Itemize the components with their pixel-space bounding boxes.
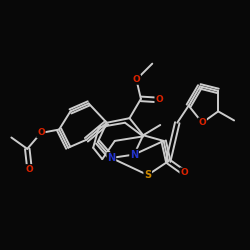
Text: S: S (144, 170, 151, 180)
Text: O: O (180, 168, 188, 177)
Text: O: O (26, 165, 34, 174)
Text: O: O (37, 128, 45, 138)
Text: N: N (107, 153, 116, 163)
Text: O: O (132, 75, 140, 84)
Text: O: O (155, 96, 163, 104)
Text: N: N (130, 150, 138, 160)
Text: O: O (198, 118, 206, 127)
